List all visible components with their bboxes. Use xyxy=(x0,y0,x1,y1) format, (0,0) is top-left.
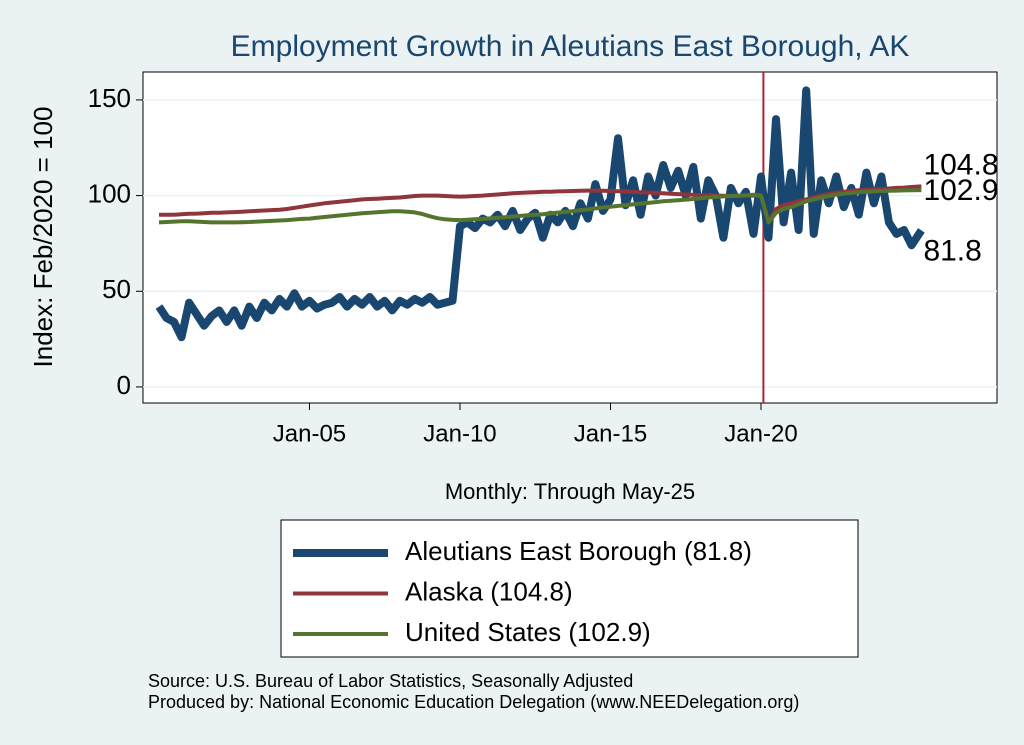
chart-title: Employment Growth in Aleutians East Boro… xyxy=(231,30,910,63)
x-tick-label: Jan-05 xyxy=(273,420,346,447)
source-note: Source: U.S. Bureau of Labor Statistics,… xyxy=(148,671,633,691)
y-axis-label: Index: Feb/2020 = 100 xyxy=(28,107,58,368)
legend-label: Aleutians East Borough (81.8) xyxy=(405,536,752,566)
x-tick-label: Jan-20 xyxy=(724,420,797,447)
y-tick-label: 0 xyxy=(117,370,131,400)
legend-label: Alaska (104.8) xyxy=(405,576,573,606)
series-line xyxy=(155,86,925,342)
plot-area xyxy=(142,71,998,404)
series-line xyxy=(159,184,922,225)
y-tick-label: 100 xyxy=(88,178,131,208)
end-label: 81.8 xyxy=(923,234,981,267)
y-tick-label: 50 xyxy=(102,274,131,304)
y-tick-label: 150 xyxy=(88,83,131,113)
x-tick-label: Jan-15 xyxy=(574,420,647,447)
end-label: 102.9 xyxy=(923,174,998,207)
producer-note: Produced by: National Economic Education… xyxy=(148,692,799,712)
x-tick-label: Jan-10 xyxy=(423,420,496,447)
end-label: 104.8 xyxy=(923,148,998,181)
legend-label: United States (102.9) xyxy=(405,617,651,647)
series-line xyxy=(158,188,922,225)
x-axis-label: Monthly: Through May-25 xyxy=(445,479,695,504)
